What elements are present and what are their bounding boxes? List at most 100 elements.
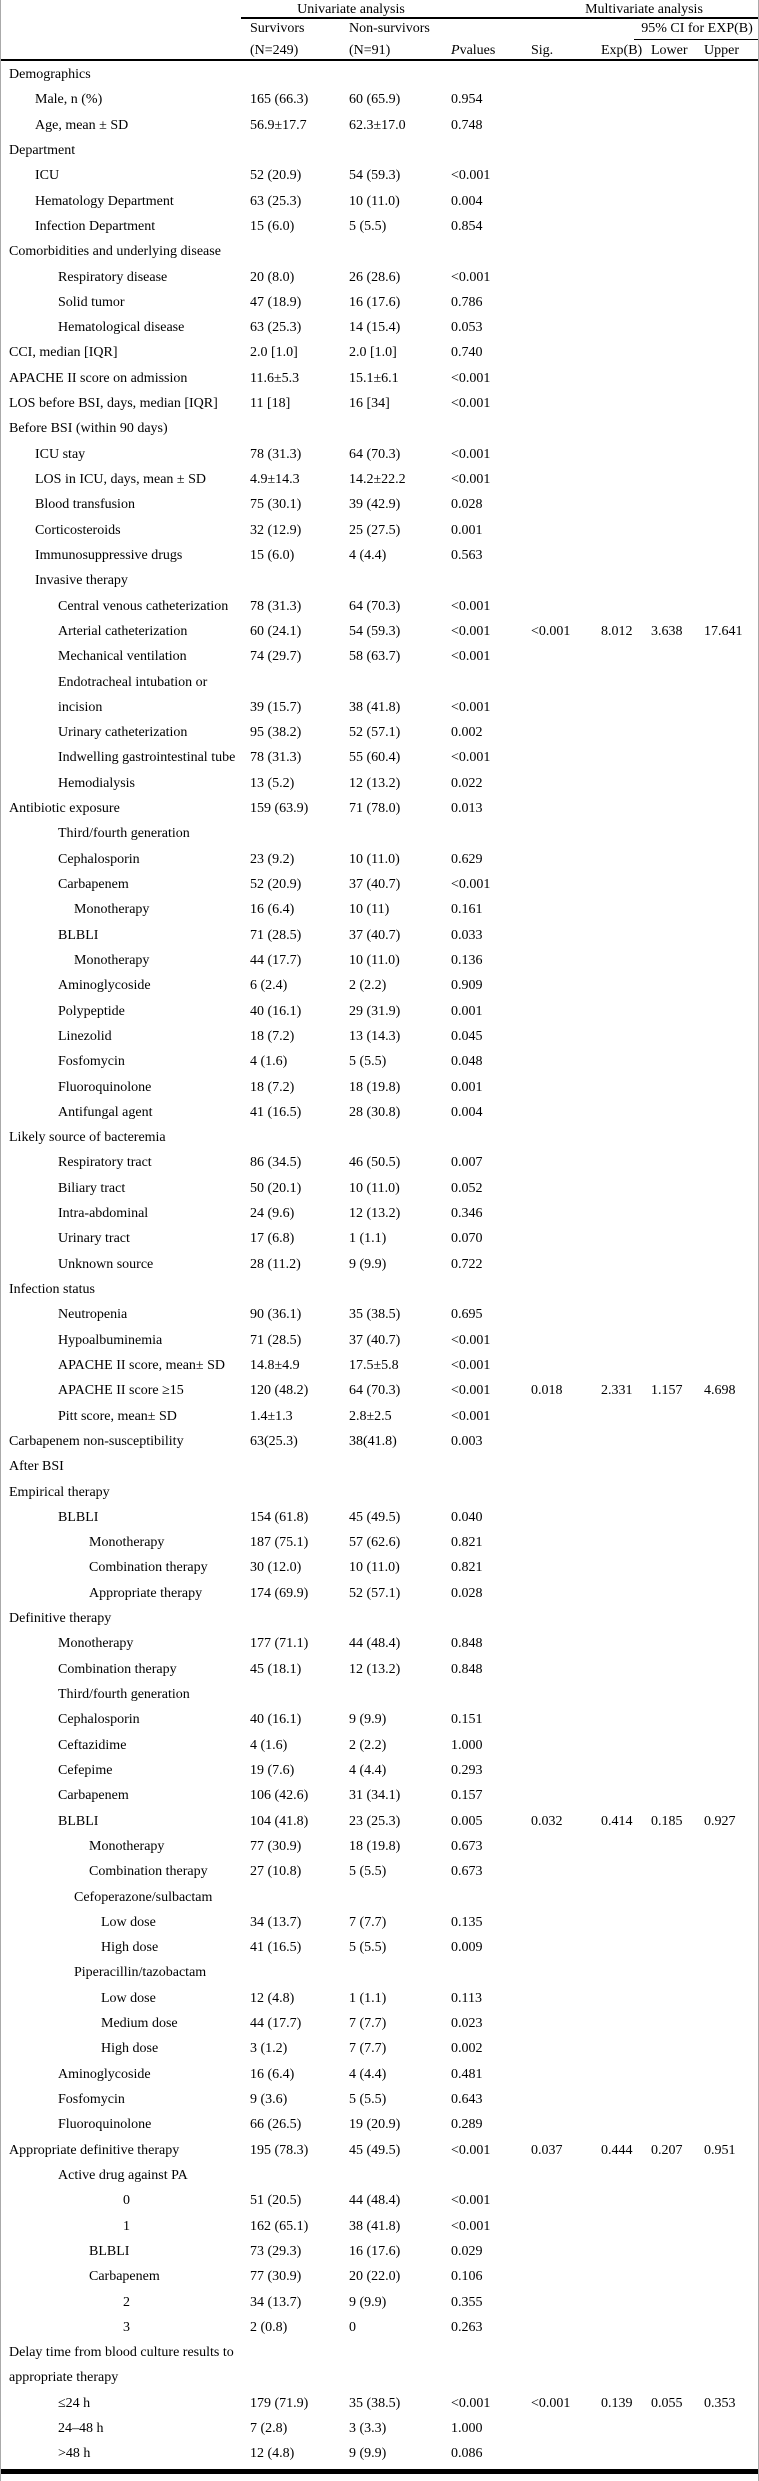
- cell-survivors: 16 (6.4): [250, 2066, 295, 2082]
- row-label: Age, mean ± SD: [35, 117, 129, 133]
- cell-expb: 0.444: [601, 2142, 633, 2158]
- cell-survivors: 11.6±5.3: [250, 370, 300, 386]
- table-row: Low dose 12 (4.8) 1 (1.1) 0.113: [1, 1986, 758, 2011]
- table-row: Carbapenem 77 (30.9) 20 (22.0) 0.106: [1, 2264, 758, 2289]
- cell-nonsurvivors: 64 (70.3): [349, 1383, 401, 1399]
- table-row: ICU 52 (20.9) 54 (59.3) <0.001: [1, 163, 758, 188]
- cell-pvalue: 0.001: [451, 522, 483, 538]
- table-row: Delay time from blood culture results to: [1, 2340, 758, 2365]
- table-row: Combination therapy 45 (18.1) 12 (13.2) 0.8…: [1, 1657, 758, 1682]
- cell-pvalue: 0.289: [451, 2117, 483, 2133]
- cell-nonsurvivors: 26 (28.6): [349, 269, 401, 285]
- row-label: Carbapenem: [58, 877, 129, 892]
- table-row: Unknown source 28 (11.2) 9 (9.9) 0.722: [1, 1252, 758, 1277]
- cell-sig: 0.018: [531, 1383, 563, 1399]
- cell-nonsurvivors: 7 (7.7): [349, 2016, 387, 2032]
- cell-pvalue: 0.007: [451, 1155, 483, 1171]
- table-row: Appropriate definitive therapy 195 (78.3)…: [1, 2138, 758, 2163]
- row-label: Combination therapy: [89, 1864, 208, 1880]
- cell-pvalue: <0.001: [451, 2395, 491, 2411]
- table-row: Monotherapy 187 (75.1) 57 (62.6) 0.821: [1, 1530, 758, 1555]
- cell-nonsurvivors: 16 (17.6): [349, 2243, 401, 2259]
- p-italic: P: [451, 43, 460, 58]
- table-row: Solid tumor 47 (18.9) 16 (17.6) 0.786: [1, 290, 758, 315]
- cell-survivors: 15 (6.0): [250, 218, 295, 234]
- cell-pvalue: 0.013: [451, 801, 483, 817]
- cell-pvalue: 0.854: [451, 218, 483, 234]
- survivors-n-header: (N=249): [250, 43, 299, 58]
- row-label: Antibiotic exposure: [9, 801, 120, 817]
- row-label: After BSI: [9, 1459, 64, 1475]
- row-label: Before BSI (within 90 days): [9, 421, 168, 437]
- ci-lower-column-header: Lower: [651, 43, 688, 58]
- table-row: LOS in ICU, days, mean ± SD 4.9±14.3 14.2±…: [1, 467, 758, 492]
- cell-nonsurvivors: 54 (59.3): [349, 168, 401, 184]
- cell-survivors: 4 (1.6): [250, 1737, 288, 1753]
- table-row: BLBLI 154 (61.8) 45 (49.5) 0.040: [1, 1505, 758, 1530]
- table-row: Comorbidities and underlying disease: [1, 239, 758, 264]
- cell-pvalue: <0.001: [451, 2193, 491, 2209]
- cell-survivors: 6 (2.4): [250, 978, 288, 994]
- cell-sig: 0.037: [531, 2142, 563, 2158]
- row-label: Carbapenem: [58, 1788, 129, 1804]
- cell-sig: <0.001: [531, 623, 571, 639]
- cell-pvalue: 0.848: [451, 1661, 483, 1677]
- table-row: Endotracheal intubation or: [1, 670, 758, 695]
- cell-survivors: 39 (15.7): [250, 699, 302, 715]
- row-label: Fosfomycin: [58, 1054, 125, 1070]
- ci-group-rule: [634, 39, 758, 40]
- table-row: BLBLI 104 (41.8) 23 (25.3) 0.005 0.032 0.414 0…: [1, 1809, 758, 1834]
- cell-survivors: 77 (30.9): [250, 2269, 302, 2285]
- table-row: BLBLI 71 (28.5) 37 (40.7) 0.033: [1, 923, 758, 948]
- cell-pvalue: 0.002: [451, 2041, 483, 2057]
- cell-nonsurvivors: 31 (34.1): [349, 1788, 401, 1804]
- cell-survivors: 44 (17.7): [250, 2016, 302, 2032]
- table-row: Urinary tract 17 (6.8) 1 (1.1) 0.070: [1, 1226, 758, 1251]
- cell-survivors: 56.9±17.7: [250, 117, 307, 133]
- cell-survivors: 195 (78.3): [250, 2142, 309, 2158]
- row-label: Endotracheal intubation or: [58, 674, 208, 690]
- cell-pvalue: 0.346: [451, 1206, 483, 1222]
- table-row: Antifungal agent 41 (16.5) 28 (30.8) 0.004: [1, 1100, 758, 1125]
- cell-nonsurvivors: 57 (62.6): [349, 1535, 401, 1551]
- cell-ci-upper: 0.951: [704, 2142, 736, 2158]
- cell-survivors: 40 (16.1): [250, 1712, 302, 1728]
- cell-survivors: 41 (16.5): [250, 1940, 302, 1956]
- row-label: Immunosuppressive drugs: [35, 547, 183, 563]
- table-row: Low dose 34 (13.7) 7 (7.7) 0.135: [1, 1910, 758, 1935]
- cell-survivors: 32 (12.9): [250, 522, 302, 538]
- table-row: Indwelling gastrointestinal tube 78 (31.3…: [1, 745, 758, 770]
- cell-ci-upper: 0.353: [704, 2395, 736, 2411]
- table-row: Carbapenem non-susceptibility 63(25.3) 38(…: [1, 1429, 758, 1454]
- row-label: Hemodialysis: [58, 775, 135, 791]
- cell-pvalue: 0.355: [451, 2294, 483, 2310]
- row-label: BLBLI: [58, 1509, 99, 1525]
- cell-survivors: 20 (8.0): [250, 269, 295, 285]
- cell-survivors: 41 (16.5): [250, 1104, 302, 1120]
- table-row: Combination therapy 27 (10.8) 5 (5.5) 0.673: [1, 1859, 758, 1884]
- cell-expb: 0.414: [601, 1813, 633, 1829]
- cell-pvalue: <0.001: [451, 1357, 491, 1373]
- cell-nonsurvivors: 12 (13.2): [349, 1661, 401, 1677]
- row-label: Cephalosporin: [58, 851, 140, 867]
- table-row: Piperacillin/tazobactam: [1, 1960, 758, 1985]
- cell-pvalue: 0.086: [451, 2446, 483, 2462]
- table-body: Demographics Male, n (%) 165 (66.3) 60 (65.…: [1, 62, 758, 2467]
- cell-nonsurvivors: 18 (19.8): [349, 1838, 401, 1854]
- cell-survivors: 179 (71.9): [250, 2395, 309, 2411]
- row-label: BLBLI: [58, 927, 99, 943]
- table-row: Monotherapy 16 (6.4) 10 (11) 0.161: [1, 897, 758, 922]
- row-label: ICU: [35, 168, 60, 184]
- cell-nonsurvivors: 35 (38.5): [349, 2395, 401, 2411]
- cell-nonsurvivors: 5 (5.5): [349, 1054, 387, 1070]
- row-label: Medium dose: [101, 2016, 178, 2032]
- cell-survivors: 40 (16.1): [250, 1003, 302, 1019]
- cell-nonsurvivors: 45 (49.5): [349, 2142, 401, 2158]
- table-row: Biliary tract 50 (20.1) 10 (11.0) 0.052: [1, 1176, 758, 1201]
- cell-nonsurvivors: 15.1±6.1: [349, 370, 399, 386]
- cell-pvalue: 0.151: [451, 1712, 483, 1728]
- cell-pvalue: <0.001: [451, 269, 491, 285]
- cell-survivors: 27 (10.8): [250, 1864, 302, 1880]
- ci-group-header: 95% CI for EXP(B): [641, 21, 753, 36]
- cell-nonsurvivors: 37 (40.7): [349, 877, 401, 892]
